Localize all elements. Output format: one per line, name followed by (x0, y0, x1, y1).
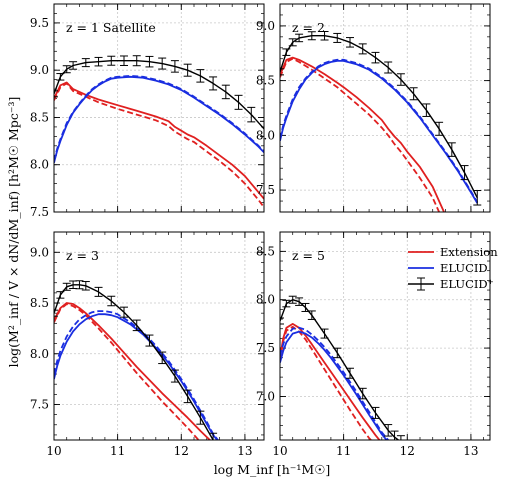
x-tick-label: 10 (272, 444, 287, 458)
panel-frame (279, 231, 491, 441)
series-line (280, 326, 390, 440)
y-tick-label: 7.5 (30, 205, 49, 219)
series-line (54, 81, 264, 200)
series-group (280, 295, 405, 440)
series-line (280, 58, 479, 203)
x-tick-label: 13 (237, 444, 252, 458)
series-line (54, 82, 264, 208)
y-tick-label: 8.0 (256, 128, 275, 142)
panel-title: z = 1 Satellite (66, 20, 156, 35)
series-line (280, 56, 445, 212)
series-line (280, 299, 400, 440)
x-tick-label: 12 (174, 444, 189, 458)
x-tick-label: 11 (336, 444, 351, 458)
panel-frame (53, 231, 265, 441)
y-tick-label: 8.5 (30, 110, 49, 124)
legend-label: ELUCID (440, 261, 488, 275)
y-tick-label: 8.0 (30, 158, 49, 172)
series-line (54, 310, 220, 440)
y-tick-label: 9.5 (30, 16, 49, 30)
panel-2: 7.5 8.0 8.5 9.0 z = 2 (256, 3, 491, 213)
series-line (54, 75, 264, 162)
y-tick-label: 9.0 (30, 63, 49, 77)
series-line (54, 303, 200, 440)
series-line (280, 330, 388, 440)
y-tick-label: 8.5 (256, 74, 275, 88)
panel-4: 10 11 12 13 7.0 7.5 8.0 8.5 z = 5 (256, 231, 491, 458)
panel-3: 10 11 12 13 7.5 8.0 8.5 9.0 z = 3 (30, 231, 265, 458)
x-tick-label: 11 (110, 444, 125, 458)
x-tick-label: 12 (400, 444, 415, 458)
y-tick-label: 7.5 (256, 341, 275, 355)
series-line (280, 60, 479, 204)
series-line (54, 313, 219, 440)
y-tick-label: 7.0 (256, 389, 275, 403)
y-tick-label: 8.0 (30, 347, 49, 361)
x-axis-label: log M_inf [h⁻¹M☉] (214, 462, 331, 477)
series-group (280, 30, 482, 212)
panel-1: 7.5 8.0 8.5 9.0 9.5 z = 1 Satellite (30, 3, 265, 219)
x-tick-label: 13 (463, 444, 478, 458)
panel-frame (279, 3, 491, 213)
series-group (54, 280, 220, 440)
y-tick-label: 9.0 (256, 19, 275, 33)
panel-title: z = 2 (292, 20, 325, 35)
y-tick-label: 7.5 (256, 183, 275, 197)
series-group (54, 55, 264, 208)
panel-title: z = 5 (292, 248, 325, 263)
y-axis-label: log(M²_inf / V × dN/dM_inf) [h²M☉ Mpc⁻³] (6, 97, 21, 368)
series-line (280, 57, 440, 212)
legend: Extension ELUCID ELUCID⁺ (408, 245, 498, 291)
series-line (280, 323, 381, 440)
panel-title: z = 3 (66, 248, 99, 263)
y-tick-label: 7.5 (30, 397, 49, 411)
x-tick-label: 10 (46, 444, 61, 458)
series-line (280, 35, 478, 199)
series-line (54, 302, 212, 440)
series-line (280, 325, 373, 440)
y-tick-label: 8.0 (256, 293, 275, 307)
y-tick-label: 9.0 (30, 245, 49, 259)
y-tick-label: 8.5 (256, 244, 275, 258)
legend-label: Extension (440, 245, 498, 259)
series-line (54, 75, 264, 164)
y-tick-label: 8.5 (30, 296, 49, 310)
legend-label: ELUCID⁺ (440, 277, 494, 291)
panel-frame (53, 3, 265, 213)
